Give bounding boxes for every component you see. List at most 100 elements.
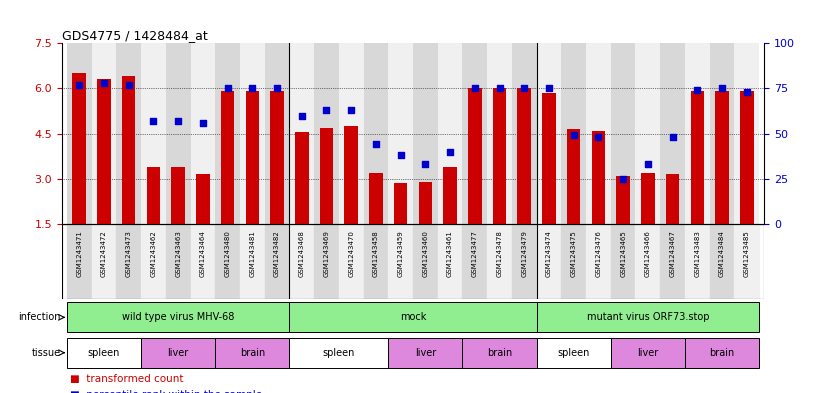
Point bbox=[591, 134, 605, 140]
Bar bbox=[216, 43, 240, 224]
Bar bbox=[240, 43, 264, 224]
Bar bbox=[388, 338, 463, 368]
Bar bbox=[463, 338, 537, 368]
Point bbox=[97, 80, 111, 86]
Text: brain: brain bbox=[487, 348, 512, 358]
Text: GDS4775 / 1428484_at: GDS4775 / 1428484_at bbox=[62, 29, 207, 42]
Point bbox=[221, 85, 235, 92]
Bar bbox=[537, 43, 562, 224]
Bar bbox=[92, 43, 116, 224]
Bar bbox=[122, 76, 135, 224]
Text: ■  transformed count: ■ transformed count bbox=[70, 374, 183, 384]
Bar bbox=[537, 302, 759, 332]
Bar bbox=[616, 176, 630, 224]
Text: GSM1243459: GSM1243459 bbox=[397, 230, 404, 277]
Bar bbox=[166, 224, 191, 299]
Bar bbox=[289, 338, 388, 368]
Point bbox=[369, 141, 382, 148]
Bar bbox=[92, 224, 116, 299]
Bar bbox=[339, 224, 363, 299]
Bar bbox=[734, 43, 759, 224]
Point bbox=[493, 85, 506, 92]
Point bbox=[543, 85, 556, 92]
Bar bbox=[666, 174, 679, 224]
Text: GSM1243481: GSM1243481 bbox=[249, 230, 255, 277]
Point bbox=[197, 119, 210, 126]
Text: brain: brain bbox=[240, 348, 265, 358]
Bar bbox=[67, 338, 141, 368]
Text: GSM1243482: GSM1243482 bbox=[274, 230, 280, 277]
Text: GSM1243471: GSM1243471 bbox=[76, 230, 83, 277]
Point bbox=[518, 85, 531, 92]
Bar bbox=[562, 43, 586, 224]
Bar bbox=[196, 174, 210, 224]
Bar bbox=[67, 224, 92, 299]
Bar bbox=[740, 92, 753, 224]
Bar bbox=[710, 224, 734, 299]
Text: GSM1243479: GSM1243479 bbox=[521, 230, 527, 277]
Bar bbox=[171, 167, 185, 224]
Bar bbox=[97, 79, 111, 224]
Text: GSM1243480: GSM1243480 bbox=[225, 230, 230, 277]
Text: GSM1243477: GSM1243477 bbox=[472, 230, 477, 277]
Bar bbox=[691, 92, 704, 224]
Bar bbox=[264, 224, 289, 299]
Bar bbox=[191, 43, 216, 224]
Text: GSM1243464: GSM1243464 bbox=[200, 230, 206, 277]
Bar bbox=[314, 224, 339, 299]
Text: GSM1243485: GSM1243485 bbox=[743, 230, 750, 277]
Bar bbox=[660, 224, 685, 299]
Bar bbox=[344, 126, 358, 224]
Text: liver: liver bbox=[637, 348, 658, 358]
Bar bbox=[468, 88, 482, 224]
Bar bbox=[715, 92, 729, 224]
Bar bbox=[438, 224, 463, 299]
Text: GSM1243468: GSM1243468 bbox=[299, 230, 305, 277]
Point bbox=[295, 112, 308, 119]
Text: GSM1243462: GSM1243462 bbox=[150, 230, 156, 277]
Bar bbox=[245, 92, 259, 224]
Point bbox=[122, 82, 135, 88]
Text: spleen: spleen bbox=[323, 348, 355, 358]
Text: GSM1243476: GSM1243476 bbox=[596, 230, 601, 277]
Point bbox=[567, 132, 581, 139]
Bar bbox=[369, 173, 382, 224]
Bar bbox=[517, 88, 531, 224]
Bar bbox=[289, 224, 314, 299]
Point bbox=[444, 149, 457, 155]
Bar bbox=[413, 43, 438, 224]
Text: spleen: spleen bbox=[88, 348, 120, 358]
Bar bbox=[512, 43, 537, 224]
Text: GSM1243461: GSM1243461 bbox=[447, 230, 453, 277]
Text: GSM1243470: GSM1243470 bbox=[349, 230, 354, 277]
Bar bbox=[710, 43, 734, 224]
Bar bbox=[635, 224, 660, 299]
Bar bbox=[734, 224, 759, 299]
Point bbox=[172, 118, 185, 124]
Bar bbox=[444, 167, 457, 224]
Point bbox=[147, 118, 160, 124]
Bar bbox=[542, 93, 556, 224]
Bar bbox=[610, 338, 685, 368]
Point bbox=[320, 107, 333, 113]
Point bbox=[73, 82, 86, 88]
Bar bbox=[512, 224, 537, 299]
Bar bbox=[685, 338, 759, 368]
Bar bbox=[166, 43, 191, 224]
Text: spleen: spleen bbox=[558, 348, 590, 358]
Bar bbox=[216, 224, 240, 299]
Point bbox=[419, 161, 432, 167]
Point bbox=[394, 152, 407, 158]
Text: GSM1243460: GSM1243460 bbox=[422, 230, 429, 277]
Text: GSM1243472: GSM1243472 bbox=[101, 230, 107, 277]
Bar bbox=[591, 130, 605, 224]
Bar bbox=[586, 43, 610, 224]
Bar bbox=[314, 43, 339, 224]
Bar bbox=[487, 43, 512, 224]
Bar bbox=[419, 182, 432, 224]
Text: GSM1243463: GSM1243463 bbox=[175, 230, 181, 277]
Bar bbox=[141, 224, 166, 299]
Text: wild type virus MHV-68: wild type virus MHV-68 bbox=[122, 312, 235, 322]
Point bbox=[344, 107, 358, 113]
Bar bbox=[67, 43, 92, 224]
